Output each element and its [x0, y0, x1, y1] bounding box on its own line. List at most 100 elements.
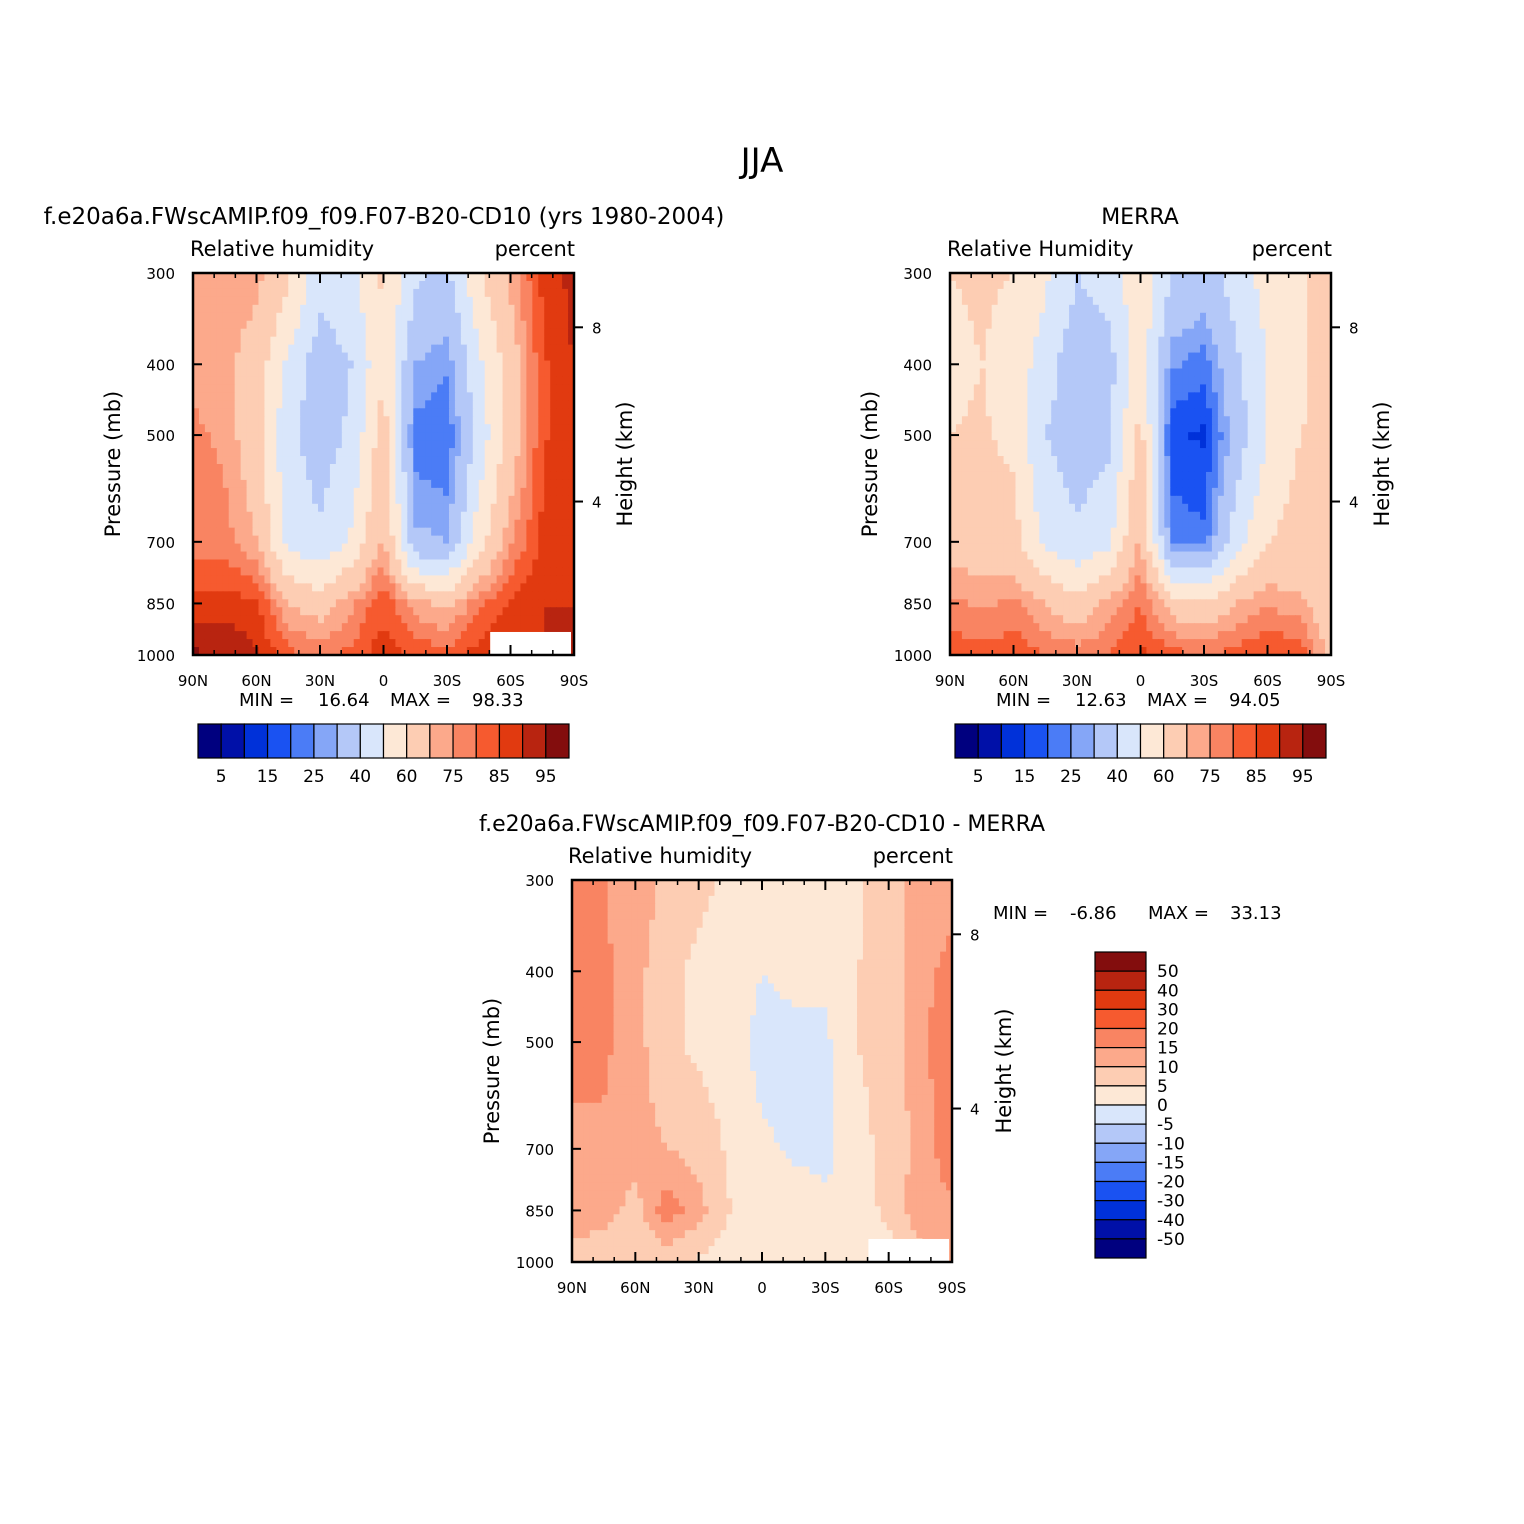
contour-cell: [556, 559, 563, 569]
contour-cell: [1176, 312, 1183, 322]
contour-cell: [437, 551, 444, 561]
contour-cell: [1194, 296, 1201, 306]
contour-cell: [1283, 440, 1290, 449]
x-tick-label: 30S: [433, 672, 462, 690]
contour-cell: [1015, 280, 1023, 290]
contour-cell: [1188, 464, 1195, 473]
contour-cell: [1146, 416, 1153, 425]
contour-cell: [538, 495, 545, 505]
contour-cell: [1057, 360, 1064, 370]
contour-cell: [300, 511, 307, 521]
contour-cell: [538, 479, 545, 489]
contour-cell: [1152, 376, 1159, 386]
contour-cell: [961, 328, 969, 338]
contour-cell: [1152, 280, 1159, 290]
x-tick-label: 30N: [305, 672, 335, 690]
contour-cell: [1051, 432, 1058, 441]
contour-cell: [967, 416, 975, 425]
contour-cell: [306, 471, 313, 481]
contour-cell: [359, 615, 367, 624]
panel-merra-min: 12.63: [1075, 690, 1127, 711]
contour-cell: [496, 408, 504, 417]
contour-cell: [472, 543, 480, 553]
contour-cell: [323, 487, 331, 497]
contour-cell: [1063, 304, 1070, 314]
contour-cell: [550, 583, 557, 592]
contour-cell: [1027, 344, 1034, 354]
contour-cell: [568, 567, 575, 577]
contour-cell: [1051, 487, 1058, 497]
contour-cell: [431, 511, 438, 521]
contour-cell: [240, 392, 248, 401]
contour-cell: [526, 296, 533, 306]
contour-cell: [1063, 384, 1070, 393]
contour-cell: [1104, 471, 1112, 481]
contour-cell: [991, 352, 999, 362]
contour-cell: [228, 487, 236, 497]
contour-cell: [300, 623, 307, 632]
contour-cell: [318, 328, 325, 338]
contour-cell: [1080, 344, 1088, 354]
contour-cell: [520, 376, 527, 386]
contour-cell: [1247, 479, 1255, 489]
contour-cell: [443, 527, 450, 537]
contour-cell: [460, 527, 468, 537]
contour-cell: [520, 615, 527, 624]
contour-cell: [1277, 304, 1284, 314]
contour-cell: [371, 384, 379, 393]
contour-cell: [955, 464, 963, 473]
contour-cell: [1182, 368, 1189, 378]
contour-cell: [377, 288, 385, 298]
contour-cell: [1176, 384, 1183, 393]
contour-cell: [329, 432, 337, 441]
contour-cell: [1265, 408, 1273, 417]
contour-cell: [1283, 312, 1290, 322]
contour-cell: [1021, 495, 1028, 505]
contour-cell: [997, 296, 1005, 306]
contour-cell: [1158, 416, 1165, 425]
contour-cell: [997, 384, 1005, 393]
contour-cell: [1313, 416, 1320, 425]
contour-cell: [460, 360, 468, 370]
contour-cell: [1027, 288, 1034, 298]
contour-cell: [1116, 280, 1124, 290]
contour-cell: [472, 273, 480, 282]
contour-cell: [979, 456, 987, 465]
contour-cell: [967, 336, 975, 346]
contour-cell: [520, 479, 527, 489]
contour-cell: [270, 503, 277, 513]
contour-cell: [472, 368, 480, 378]
contour-cell: [568, 344, 575, 354]
contour-cell: [407, 296, 414, 306]
contour-cell: [306, 487, 313, 497]
contour-cell: [419, 456, 426, 465]
contour-cell: [1247, 360, 1255, 370]
contour-cell: [204, 296, 212, 306]
contour-cell: [460, 296, 468, 306]
contour-cell: [967, 376, 975, 386]
contour-cell: [985, 487, 993, 497]
contour-cell: [448, 479, 456, 489]
contour-cell: [270, 336, 277, 346]
contour-cell: [1033, 479, 1040, 489]
contour-cell: [568, 448, 575, 457]
contour-cell: [300, 376, 307, 386]
contour-cell: [198, 280, 206, 290]
contour-cell: [306, 615, 313, 624]
contour-cell: [437, 575, 444, 584]
contour-cell: [413, 479, 420, 489]
contour-cell: [484, 623, 492, 632]
contour-cell: [371, 440, 379, 449]
contour-cell: [1223, 456, 1231, 465]
contour-cell: [1086, 344, 1094, 354]
panel-merra-max-label: MAX =: [1147, 690, 1208, 711]
contour-cell: [443, 440, 450, 449]
contour-cell: [1194, 448, 1201, 457]
contour-cell: [1295, 280, 1302, 290]
contour-cell: [502, 471, 510, 481]
contour-cell: [1319, 288, 1326, 298]
contour-cell: [1051, 440, 1058, 449]
contour-cell: [1247, 352, 1255, 362]
colorbar-swatch: [290, 723, 315, 759]
contour-cell: [1229, 424, 1237, 433]
